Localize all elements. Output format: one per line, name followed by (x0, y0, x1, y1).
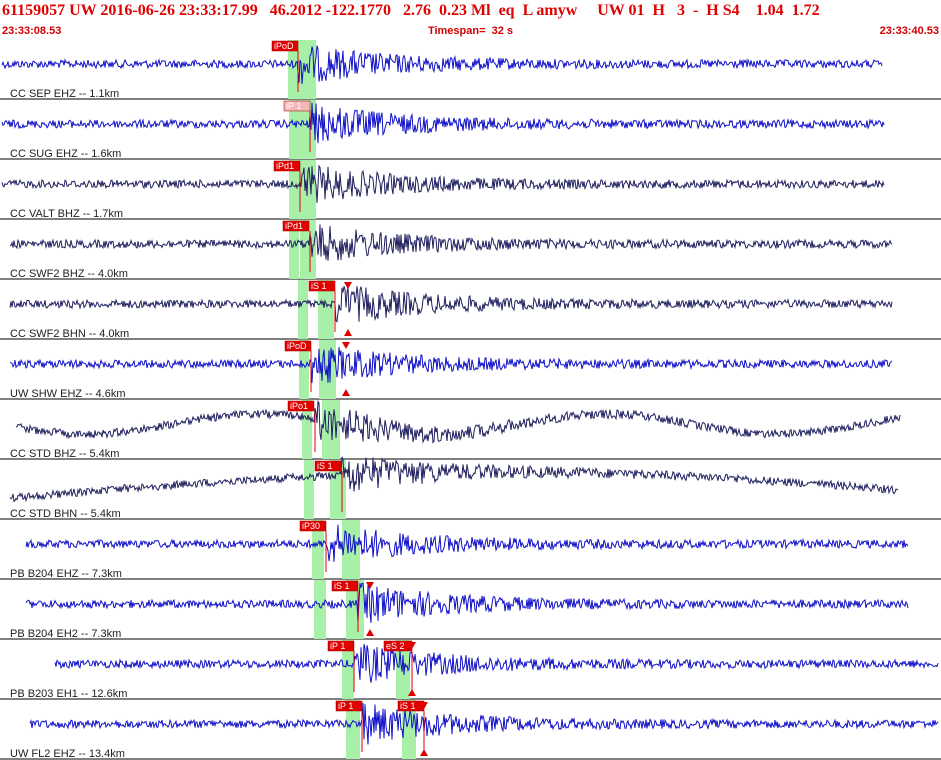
event-header: 61159057 UW 2016-06-26 23:33:17.99 46.20… (2, 2, 820, 19)
waveform-trace (9, 224, 893, 261)
station-label: CC SWF2 BHZ -- 4.0km (10, 268, 128, 280)
pick-label: iPd1 (276, 161, 294, 171)
waveform-trace (9, 286, 893, 323)
pick-window (289, 220, 299, 279)
amplitude-marker-top (408, 642, 416, 649)
pick-label: iS 1 (400, 701, 416, 711)
station-label: CC SEP EHZ -- 1.1km (10, 88, 119, 100)
pick-window (318, 280, 334, 339)
pick-window (289, 160, 299, 219)
station-label: CC VALT BHZ -- 1.7km (10, 208, 123, 220)
timespan-label: Timespan= 32 s (427, 25, 514, 37)
pick-window (314, 580, 326, 639)
waveform-trace (9, 456, 899, 503)
pick-window (300, 220, 316, 279)
trace-row: iS 1 CC SWF2 BHN -- 4.0km (0, 280, 941, 340)
station-label: PB B204 EHZ -- 7.3km (10, 568, 122, 580)
pick-window (299, 340, 309, 399)
station-label: CC STD BHN -- 5.4km (10, 508, 121, 520)
station-label: CC STD BHZ -- 5.4km (10, 448, 119, 460)
amplitude-marker-bottom (420, 749, 428, 756)
amplitude-marker-bottom (344, 329, 352, 336)
pick-window (322, 400, 340, 459)
pick-window (312, 520, 324, 579)
pick-flag (287, 400, 315, 412)
pick-label: eS 2 (386, 641, 405, 651)
trace-row: iP 1 iS 1 UW FL2 EHZ -- 13.4km (0, 700, 941, 760)
pick-window (302, 400, 312, 459)
pick-flag (282, 220, 310, 232)
pick-window (346, 700, 360, 759)
amplitude-marker-bottom (342, 389, 350, 396)
trace-row: iPo1 CC STD BHZ -- 5.4km (0, 400, 941, 460)
pick-window (298, 40, 316, 99)
station-label: UW SHW EHZ -- 4.6km (10, 388, 126, 400)
amplitude-marker-bottom (408, 689, 416, 696)
end-time-label: 23:33:40.53 (879, 25, 939, 37)
pick-label: iP 1 (330, 641, 345, 651)
station-label: PB B204 EH2 -- 7.3km (10, 628, 121, 640)
pick-flag (271, 40, 299, 52)
station-label: UW FL2 EHZ -- 13.4km (10, 748, 125, 760)
amplitude-marker-bottom (366, 629, 374, 636)
station-label: CC SWF2 BHN -- 4.0km (10, 328, 129, 340)
pick-label: iPd1 (285, 221, 303, 231)
trace-row: iP 1 eS 2 PB B203 EH1 -- 12.6km (0, 640, 941, 700)
pick-flag (283, 100, 311, 112)
pick-label: iPoD (274, 41, 294, 51)
pick-flag (335, 700, 363, 712)
pick-flag (314, 460, 342, 472)
amplitude-marker-top (342, 342, 350, 349)
pick-label: iS 1 (317, 461, 333, 471)
trace-row: iS 1 PB B204 EH2 -- 7.3km (0, 580, 941, 640)
pick-flag (284, 340, 312, 352)
pick-window (298, 280, 308, 339)
waveform-trace (54, 643, 939, 683)
amplitude-marker-top (366, 582, 374, 589)
pick-flag (308, 280, 336, 292)
start-time-label: 23:33:08.53 (2, 25, 62, 37)
pick-label: iPo1 (290, 401, 308, 411)
pick-flag (299, 520, 327, 532)
pick-label: iS 1 (334, 581, 350, 591)
pick-label: iP 1 (286, 101, 301, 111)
trace-row: iP 1 CC SUG EHZ -- 1.6km (0, 100, 941, 160)
pick-label: iP30 (302, 521, 320, 531)
waveform-trace (15, 400, 901, 444)
waveform-trace (25, 524, 909, 562)
station-label: CC SUG EHZ -- 1.6km (10, 148, 121, 160)
pick-flag (273, 160, 301, 172)
pick-flag (331, 580, 359, 592)
trace-row: iPd1 CC SWF2 BHZ -- 4.0km (0, 220, 941, 280)
waveform-trace (1, 45, 883, 85)
amplitude-marker-top (344, 282, 352, 289)
pick-label: iPoD (287, 341, 307, 351)
waveform-trace (29, 702, 939, 745)
trace-row: iPoD UW SHW EHZ -- 4.6km (0, 340, 941, 400)
waveform-trace (1, 164, 885, 203)
pick-label: iS 1 (311, 281, 327, 291)
pick-window (342, 640, 354, 699)
pick-window (288, 40, 298, 99)
trace-row: iP30 PB B204 EHZ -- 7.3km (0, 520, 941, 580)
trace-row: iPd1 CC VALT BHZ -- 1.7km (0, 160, 941, 220)
pick-window (289, 100, 299, 159)
waveform-trace (9, 346, 893, 383)
station-label: PB B203 EH1 -- 12.6km (10, 688, 127, 700)
pick-label: iP 1 (338, 701, 353, 711)
trace-row: iPoD CC SEP EHZ -- 1.1km (0, 40, 941, 100)
amplitude-marker-top (420, 702, 428, 709)
pick-flag (327, 640, 355, 652)
waveform-trace (25, 582, 909, 623)
waveform-trace (1, 102, 885, 144)
trace-row: iS 1 CC STD BHN -- 5.4km (0, 456, 941, 520)
pick-window (304, 460, 314, 519)
